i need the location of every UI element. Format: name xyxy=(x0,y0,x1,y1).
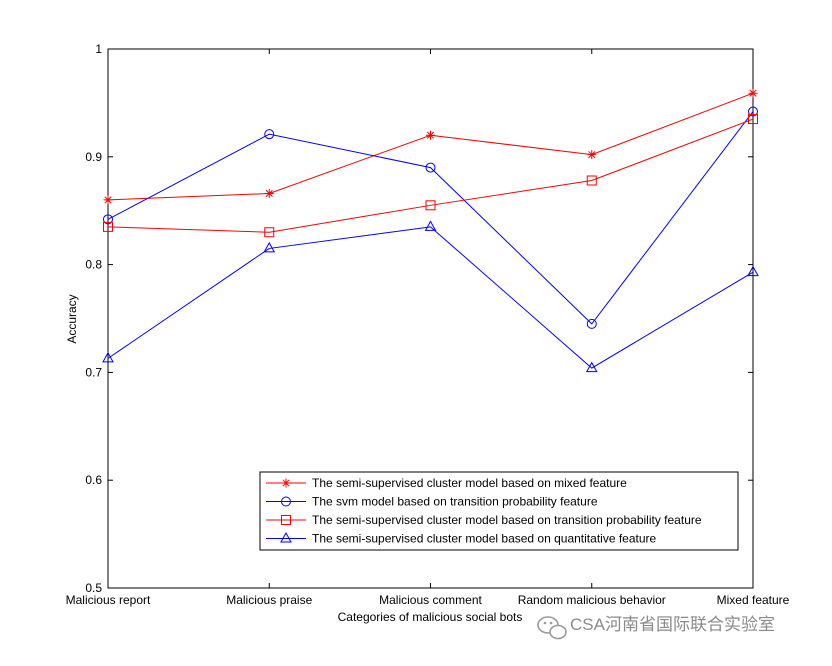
data-point-star-marker xyxy=(587,150,597,160)
data-point-triangle-marker xyxy=(424,220,437,231)
data-point-square-marker xyxy=(425,200,436,211)
data-point-square-marker xyxy=(103,221,113,232)
legend-item: The semi-supervised cluster model based … xyxy=(266,513,702,527)
data-point-circle-marker xyxy=(103,214,113,225)
data-point-star-marker xyxy=(426,130,435,140)
legend-item: The semi-supervised cluster model based … xyxy=(266,476,627,490)
legend-label: The semi-supervised cluster model based … xyxy=(312,532,657,546)
x-tick-label: Random malicious behavior xyxy=(518,593,666,607)
x-axis-title: Categories of malicious social bots xyxy=(338,610,523,624)
x-tick-label: Mixed feature xyxy=(717,593,790,607)
y-tick-label: 0.6 xyxy=(85,473,102,487)
data-point-star-marker xyxy=(103,195,113,205)
data-point-square-marker xyxy=(264,227,275,238)
data-point-triangle-marker xyxy=(747,265,759,277)
series-group xyxy=(103,114,758,238)
data-point-triangle-marker xyxy=(102,351,114,363)
y-tick-label: 0.8 xyxy=(85,258,102,272)
data-point-square-marker xyxy=(748,114,758,125)
legend-item: The semi-supervised cluster model based … xyxy=(266,532,657,546)
data-point-star-marker xyxy=(264,188,274,198)
series-group xyxy=(103,88,758,205)
x-tick-label: Malicious report xyxy=(66,593,151,607)
data-point-triangle-marker xyxy=(585,361,598,373)
legend-label: The svm model based on transition probab… xyxy=(312,495,598,509)
data-point-circle-marker xyxy=(264,129,275,140)
data-point-star-marker xyxy=(748,88,758,98)
y-axis-title: Accuracy xyxy=(65,294,79,343)
legend-label: The semi-supervised cluster model based … xyxy=(312,513,702,527)
y-tick-label: 0.7 xyxy=(85,365,102,379)
series-line xyxy=(107,111,754,325)
legend-box xyxy=(259,471,739,551)
data-point-square-marker xyxy=(586,175,597,186)
legend-item: The svm model based on transition probab… xyxy=(266,495,598,509)
watermark: CSA河南省国际联合实验室 xyxy=(537,615,775,640)
x-tick-label: Malicious comment xyxy=(379,593,482,607)
series-line xyxy=(107,92,754,201)
wechat-icon xyxy=(537,616,567,640)
series-line xyxy=(107,226,754,369)
data-point-circle-marker xyxy=(425,162,436,173)
legend: The semi-supervised cluster model based … xyxy=(259,471,739,551)
series-line xyxy=(107,118,754,233)
y-tick-label: 0.5 xyxy=(85,581,102,595)
data-point-triangle-marker xyxy=(280,531,292,543)
series-group xyxy=(103,106,758,329)
series-group xyxy=(102,220,759,373)
data-point-circle-marker xyxy=(748,106,758,117)
y-tick-label: 1 xyxy=(95,42,102,56)
legend-label: The semi-supervised cluster model based … xyxy=(312,476,627,490)
x-tick-label: Malicious praise xyxy=(226,593,312,607)
data-point-star-marker xyxy=(281,478,291,488)
data-point-circle-marker xyxy=(586,318,597,329)
y-tick-label: 0.9 xyxy=(85,150,102,164)
data-point-circle-marker xyxy=(281,496,291,507)
data-point-square-marker xyxy=(281,515,291,525)
watermark-text: CSA河南省国际联合实验室 xyxy=(570,615,775,634)
data-point-triangle-marker xyxy=(263,241,276,253)
